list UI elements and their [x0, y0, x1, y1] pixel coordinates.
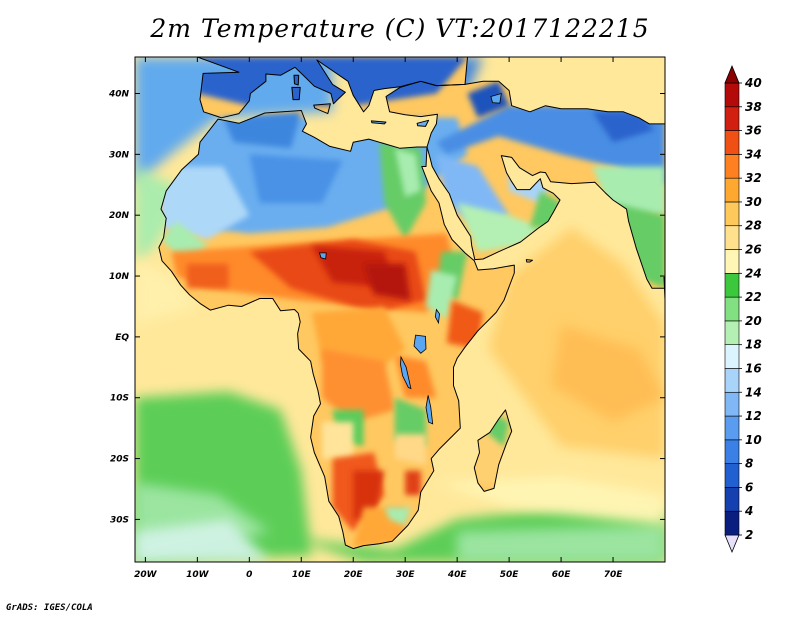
colorbar-box — [724, 439, 740, 464]
colorbar-box — [724, 463, 740, 488]
colorbar-label: 16 — [745, 361, 762, 375]
colorbar-label: 18 — [745, 338, 762, 352]
colorbar-label: 14 — [745, 385, 762, 399]
colorbar-box — [724, 225, 740, 250]
colorbar-low-triangle — [724, 534, 740, 554]
colorbar-box — [724, 201, 740, 227]
colorbar-label: 6 — [745, 480, 753, 494]
longitude-axis: 20W 10W 0 10E 20E 30E 40E 50E 60E 70E — [134, 57, 623, 580]
colorbar-label: 2 — [745, 528, 753, 542]
colorbar-label: 40 — [744, 76, 762, 90]
lat-tick-label: 10N — [109, 272, 130, 282]
colorbar-label: 28 — [745, 219, 762, 233]
lat-tick-label: 20N — [109, 211, 130, 221]
colorbar-box — [724, 344, 740, 369]
lon-tick-label: 40E — [447, 570, 468, 580]
colorbar-high-triangle — [724, 64, 740, 84]
lon-tick-label: 50E — [500, 570, 520, 580]
latitude-axis: 40N 30N 20N 10N EQ 10S 20S 30S — [108, 90, 665, 525]
colorbar-label: 20 — [745, 314, 762, 328]
coastlines — [158, 57, 665, 550]
colorbar-box — [724, 487, 740, 512]
colorbar-box — [724, 177, 740, 203]
lon-tick-label: 10E — [292, 570, 312, 580]
land-temperature-field — [158, 57, 665, 549]
colorbar-box — [724, 415, 740, 441]
colorbar-box — [724, 82, 740, 108]
lon-tick-label: 20E — [344, 570, 364, 580]
colorbar-label: 10 — [745, 433, 762, 447]
lat-tick-label: 10S — [110, 394, 129, 404]
colorbar-label: 12 — [745, 409, 762, 423]
colorbar-label: 36 — [745, 124, 762, 138]
colorbar-label: 26 — [745, 243, 762, 257]
colorbar-label: 8 — [745, 457, 753, 471]
colorbar-box — [724, 368, 740, 393]
colorbar-box — [724, 249, 740, 274]
colorbar-box — [724, 154, 740, 179]
colorbar-box — [724, 296, 740, 322]
colorbar-label: 34 — [745, 147, 762, 161]
colorbar-box — [724, 391, 740, 417]
chart-title: 2m Temperature (C) VT:2017122215 — [150, 14, 650, 43]
colorbar-box — [724, 510, 740, 536]
plot-frame — [134, 56, 666, 563]
colorbar-box — [724, 130, 740, 155]
lon-tick-label: 10W — [186, 570, 210, 580]
lat-tick-label: 40N — [108, 90, 130, 100]
lon-tick-label: 20W — [134, 570, 158, 580]
colorbar-label: 30 — [745, 195, 762, 209]
lon-tick-label: 70E — [604, 570, 624, 580]
colorbar-box — [724, 320, 740, 345]
lat-tick-label: 30N — [109, 150, 130, 160]
colorbar-label: 22 — [745, 290, 762, 304]
lat-tick-label: EQ — [115, 333, 129, 343]
lat-tick-label: 20S — [110, 455, 129, 465]
lon-tick-label: 30E — [396, 570, 416, 580]
lon-tick-label: 60E — [552, 570, 572, 580]
lon-tick-label: 0 — [246, 570, 252, 580]
lat-tick-label: 30S — [110, 515, 129, 525]
colorbar-label: 32 — [745, 171, 762, 185]
colorbar-box — [724, 273, 740, 298]
colorbar-label: 24 — [745, 266, 762, 280]
colorbar-label: 4 — [744, 504, 753, 518]
plot-area — [135, 57, 665, 562]
colorbar-box — [724, 106, 740, 131]
colorbar-label: 38 — [745, 100, 762, 114]
grads-credit: GrADS: IGES/COLA — [6, 603, 93, 613]
